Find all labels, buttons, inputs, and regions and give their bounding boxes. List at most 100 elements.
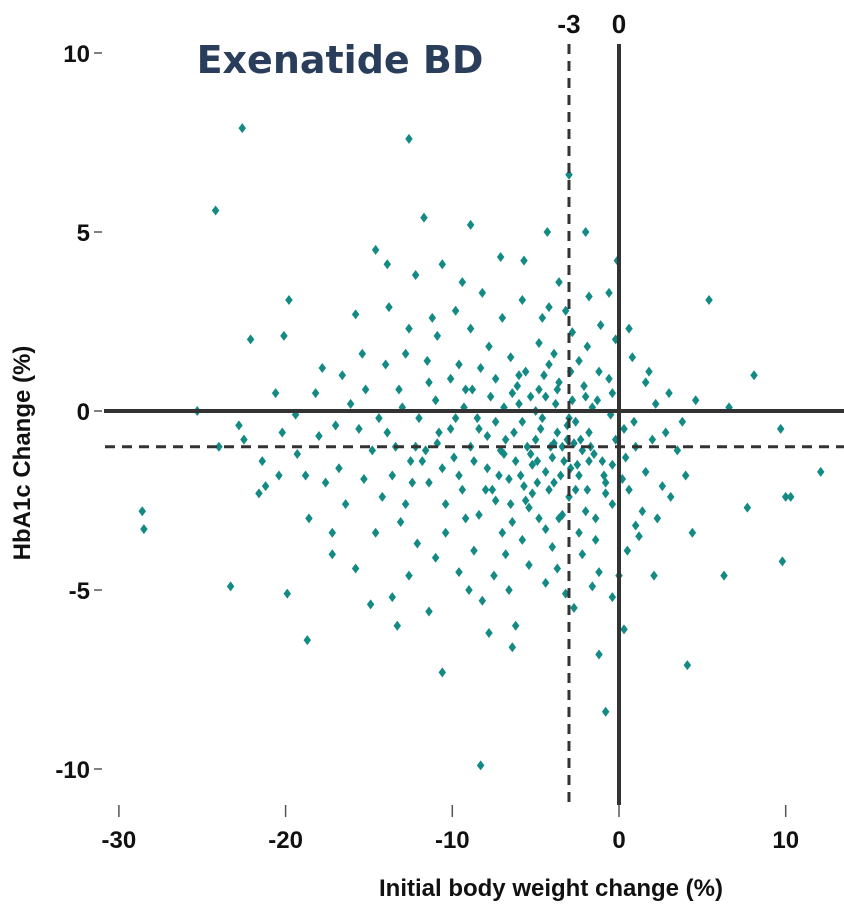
data-point (641, 466, 650, 477)
data-point (555, 513, 563, 524)
data-point (358, 348, 367, 359)
data-point (558, 441, 567, 452)
data-point (371, 527, 380, 538)
data-points (138, 123, 825, 771)
data-point (661, 427, 670, 438)
x-tick-label: -10 (435, 827, 470, 854)
data-point (638, 506, 647, 517)
data-point (235, 420, 243, 431)
data-point (518, 416, 527, 427)
data-point (505, 585, 513, 595)
data-point (570, 602, 578, 613)
y-tick-label: 5 (77, 220, 90, 247)
data-point (458, 277, 467, 288)
data-point (541, 524, 550, 535)
data-point (720, 570, 728, 581)
data-point (408, 477, 417, 488)
data-point (381, 359, 390, 370)
data-point (415, 413, 423, 424)
data-point (401, 348, 410, 359)
data-point (541, 466, 550, 477)
data-point (498, 527, 507, 538)
x-tick-label: 0 (612, 827, 625, 854)
data-point (470, 545, 478, 556)
data-point (451, 413, 460, 424)
data-point (595, 649, 603, 660)
data-point (525, 502, 533, 513)
data-point (285, 295, 293, 306)
data-point (778, 556, 787, 567)
data-point (601, 488, 610, 499)
data-point (550, 348, 558, 359)
data-point (425, 377, 433, 388)
data-point (388, 470, 397, 481)
data-point (405, 323, 413, 334)
data-point (255, 488, 263, 499)
reference-line-label: 0 (612, 9, 626, 39)
data-point (438, 463, 447, 474)
data-point (433, 330, 442, 341)
data-point (518, 295, 527, 306)
data-point (420, 212, 428, 223)
data-point (786, 491, 795, 502)
data-point (486, 391, 495, 402)
data-point (631, 520, 640, 531)
data-point (595, 366, 603, 377)
data-point (458, 484, 467, 495)
data-point (551, 398, 560, 409)
data-point (491, 373, 500, 384)
data-point (651, 398, 660, 409)
data-point (455, 470, 463, 481)
data-point (533, 456, 542, 467)
data-point (545, 302, 553, 313)
data-point (635, 531, 643, 542)
data-point (473, 413, 482, 424)
data-point (538, 413, 547, 424)
data-point (491, 495, 500, 506)
data-point (261, 481, 270, 492)
data-point (418, 456, 427, 467)
data-point (468, 384, 477, 395)
data-point (645, 366, 653, 377)
data-point (431, 552, 440, 563)
data-point (550, 477, 558, 488)
data-point (351, 563, 360, 574)
data-point (406, 456, 415, 467)
data-point (581, 391, 590, 402)
data-point (590, 448, 598, 459)
data-point (315, 431, 323, 442)
data-point (258, 456, 267, 467)
data-point (360, 474, 368, 485)
data-point (583, 484, 592, 495)
data-point (578, 549, 587, 560)
data-point (516, 470, 525, 481)
data-point (305, 513, 313, 524)
data-point (361, 384, 370, 395)
data-point (278, 427, 287, 438)
data-point (681, 470, 690, 481)
data-point (378, 491, 387, 502)
data-point (658, 481, 667, 492)
data-point (543, 227, 552, 237)
data-point (601, 477, 610, 488)
data-point (595, 567, 603, 578)
data-point (470, 456, 478, 467)
data-point (553, 427, 562, 438)
data-point (523, 441, 532, 452)
data-point (521, 366, 530, 377)
data-point (535, 513, 543, 524)
data-point (541, 391, 550, 402)
y-tick-label: -10 (55, 757, 90, 784)
data-point (461, 384, 470, 395)
data-point (583, 341, 592, 352)
data-point (395, 384, 403, 395)
data-point (211, 205, 220, 216)
data-point (501, 434, 510, 445)
data-point (215, 441, 223, 452)
data-point (318, 363, 327, 374)
data-point (466, 323, 475, 334)
data-point (576, 434, 585, 445)
data-point (506, 352, 515, 363)
data-point (311, 388, 320, 399)
data-point (428, 312, 437, 323)
